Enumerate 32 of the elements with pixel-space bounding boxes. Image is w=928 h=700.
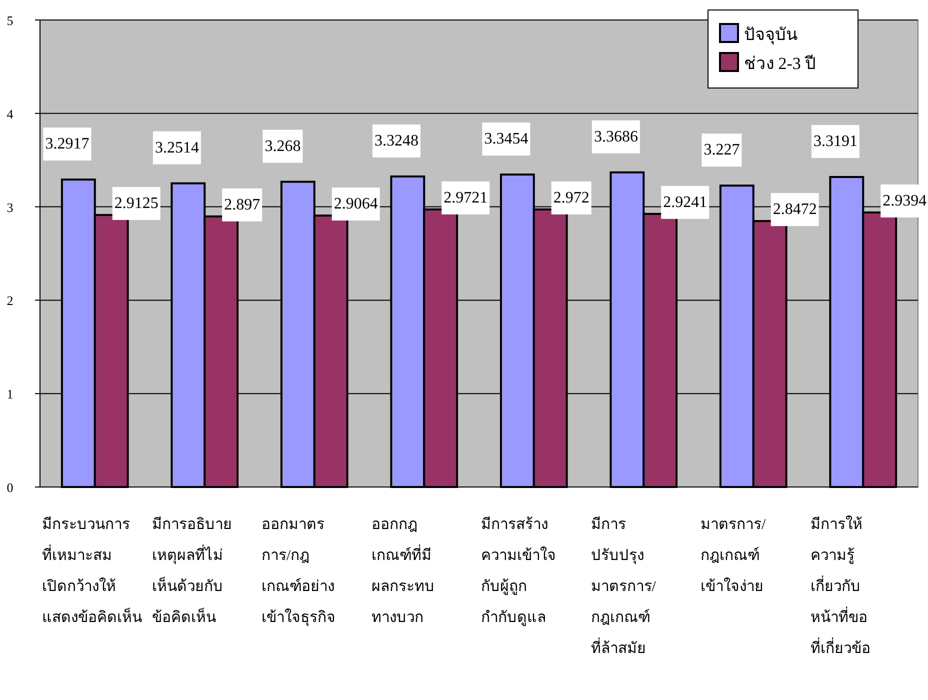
x-tick-label: มีการสร้าง ความเข้าใจ กับผู้ถูก กำกับดูแล	[481, 516, 556, 626]
x-tick-label: มีการ ปรับปรุง มาตรการ/ กฎเกณฑ์ ที่ล้าสมัย	[590, 516, 657, 657]
data-label: 3.2917	[45, 136, 90, 153]
x-tick-label: ออกกฎ เกณฑ์ที่มี ผลกระทบ ทางบวก	[371, 517, 434, 626]
x-tick-label: มีการให้ ความรู้ เกี่ยวกับ หน้าที่ขอ ที่เกี่ยวข้อ	[810, 515, 870, 657]
y-tick-label: 1	[6, 386, 14, 402]
data-label: 3.3191	[813, 132, 858, 150]
legend-label: ช่วง 2-3 ปี	[744, 54, 816, 73]
y-tick-label: 0	[6, 480, 14, 495]
data-label: 2.9125	[114, 194, 158, 212]
data-label: 3.2514	[154, 139, 199, 156]
y-tick-label: 5	[6, 13, 14, 28]
data-label: 2.9241	[663, 194, 708, 211]
x-tick-label: มีการอธิบาย เหตุผลที่ไม่ เห็นด้วยกับ ข้อคิดเห็น	[152, 516, 232, 626]
data-label: 2.9064	[334, 196, 378, 213]
legend-label: ปัจจุบัน	[744, 25, 798, 45]
x-tick-label: มีกระบวนการ ที่เหมาะสม เปิดกว้างให้ แสดงข้อคิดเห็น	[42, 516, 142, 626]
data-label: 2.897	[224, 196, 260, 214]
y-tick-label: 3	[6, 200, 14, 215]
data-label: 3.227	[704, 142, 740, 159]
data-label: 3.3248	[374, 132, 418, 150]
data-label: 2.9721	[444, 189, 488, 206]
y-tick-label: 4	[6, 106, 14, 122]
data-label: 2.9394	[882, 192, 927, 210]
y-tick-label: 2	[6, 293, 14, 308]
x-tick-label: ออกมาตร การ/กฎ เกณฑ์อย่าง เข้าใจธุรกิจ	[262, 517, 336, 627]
data-label: 3.3454	[484, 130, 528, 148]
x-tick-label: มาตรการ/ กฎเกณฑ์ เข้าใจง่าย	[700, 517, 766, 595]
data-label: 3.3686	[594, 128, 638, 146]
data-label: 3.268	[264, 138, 301, 155]
data-label: 2.8472	[772, 201, 817, 218]
data-label: 2.972	[553, 189, 590, 206]
